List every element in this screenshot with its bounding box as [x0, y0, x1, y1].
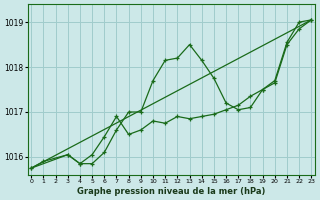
X-axis label: Graphe pression niveau de la mer (hPa): Graphe pression niveau de la mer (hPa): [77, 187, 266, 196]
